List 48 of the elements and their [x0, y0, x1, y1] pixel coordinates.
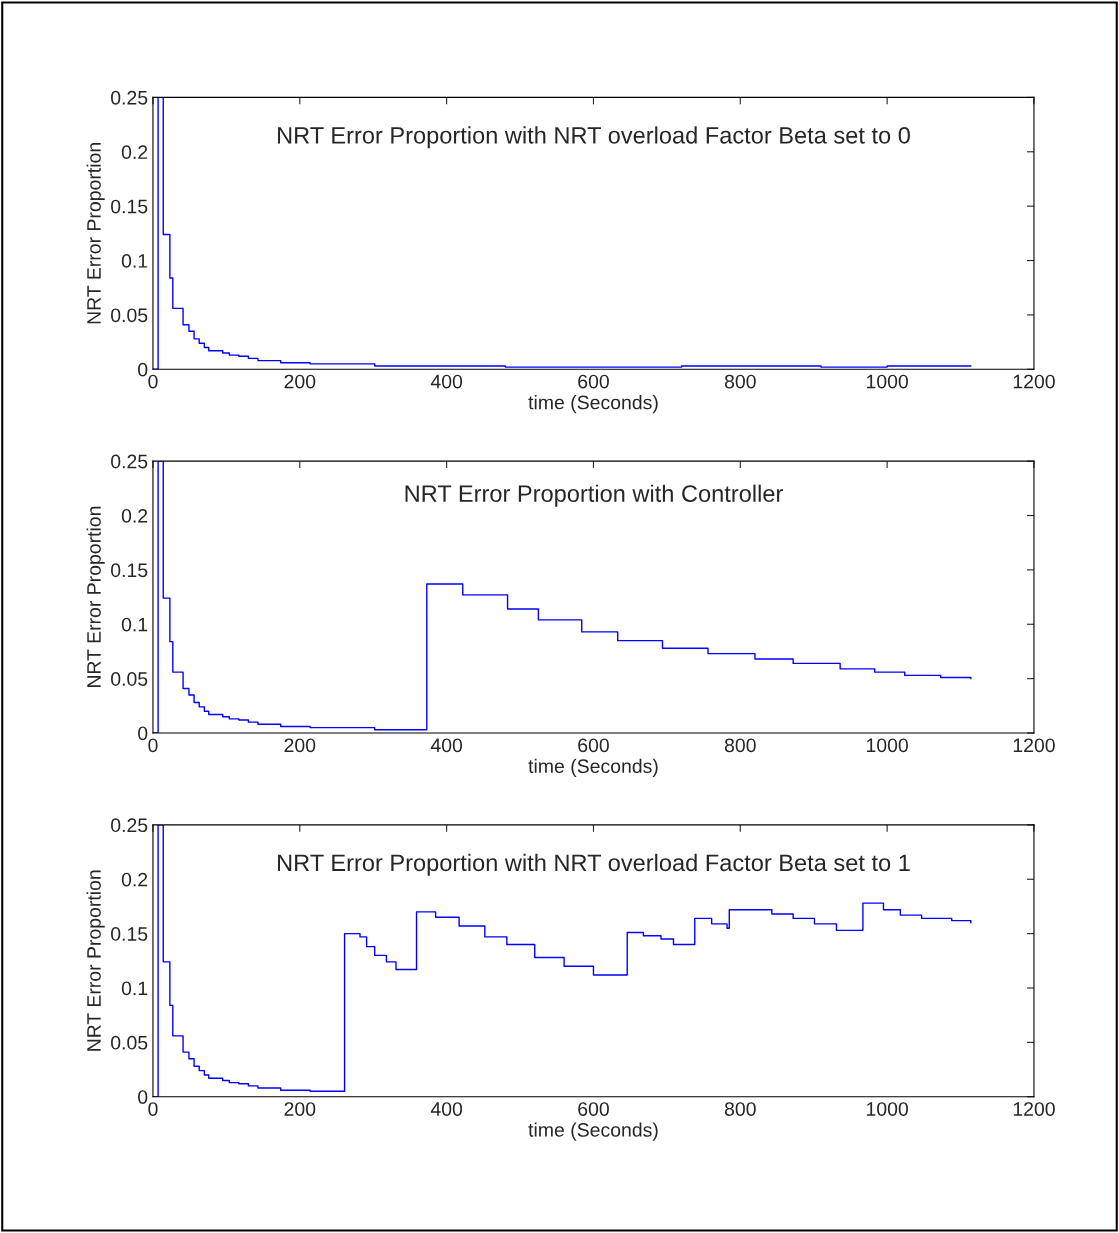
x-tick-label: 0: [148, 1102, 158, 1116]
x-tick-label: 600: [578, 374, 609, 389]
x-tick-label: 400: [430, 374, 463, 389]
x-axis-title: time (Seconds): [528, 1122, 658, 1141]
x-tick-label: 200: [284, 374, 316, 389]
y-tick-label: 0.25: [111, 454, 148, 469]
x-tick-label: 400: [430, 1102, 463, 1116]
x-tick-label: 0: [148, 738, 158, 753]
x-tick-label: 800: [724, 738, 756, 753]
y-tick-label: 0.2: [121, 872, 148, 887]
x-tick-label: 1000: [866, 374, 908, 389]
y-tick-label: 0.15: [111, 199, 148, 214]
y-tick-label: 0.1: [121, 617, 148, 632]
y-tick-label: 0.25: [111, 818, 148, 833]
y-tick-label: 0: [138, 726, 148, 741]
y-tick-label: 0.2: [121, 145, 148, 160]
x-tick-label: 1200: [1013, 738, 1055, 753]
x-tick-label: 1200: [1013, 374, 1055, 389]
text: NRT Error Proportion with Controller: [405, 484, 783, 507]
x-tick-label: 1000: [866, 738, 908, 753]
y-tick-label: 0.05: [111, 1035, 148, 1050]
y-tick-label: 0.15: [111, 563, 148, 578]
y-tick-label: 0: [138, 362, 148, 377]
x-tick-label: 800: [724, 1102, 756, 1116]
y-axis-title: NRT Error Proportion: [86, 870, 105, 1051]
y-axis-title: NRT Error Proportion: [86, 506, 105, 687]
text: NRT Error Proportion with NRT overload Factor Beta set to 1: [278, 853, 910, 876]
y-tick-label: 0.1: [121, 981, 148, 996]
y-axis-title: NRT Error Proportion: [86, 143, 105, 324]
x-tick-label: 200: [284, 738, 316, 753]
x-tick-label: 1000: [866, 1102, 908, 1116]
text: NRT Error Proportion with NRT overload Factor Beta set to 0: [278, 126, 910, 149]
y-tick-label: 0: [138, 1090, 148, 1104]
y-tick-label: 0.05: [111, 308, 148, 323]
x-axis-title: time (Seconds): [528, 395, 658, 414]
y-tick-label: 0.2: [121, 508, 148, 523]
x-tick-label: 200: [284, 1102, 316, 1116]
y-tick-label: 0.1: [121, 254, 148, 268]
x-tick-label: 0: [148, 374, 158, 389]
x-tick-label: 600: [578, 1102, 609, 1116]
y-tick-label: 0.05: [111, 672, 148, 686]
y-tick-label: 0.15: [111, 927, 148, 941]
x-axis-title: time (Seconds): [528, 758, 658, 777]
x-tick-label: 1200: [1013, 1102, 1055, 1116]
x-tick-label: 800: [724, 374, 756, 389]
x-tick-label: 600: [578, 738, 609, 753]
y-tick-label: 0.25: [111, 90, 148, 105]
x-tick-label: 400: [430, 738, 463, 753]
